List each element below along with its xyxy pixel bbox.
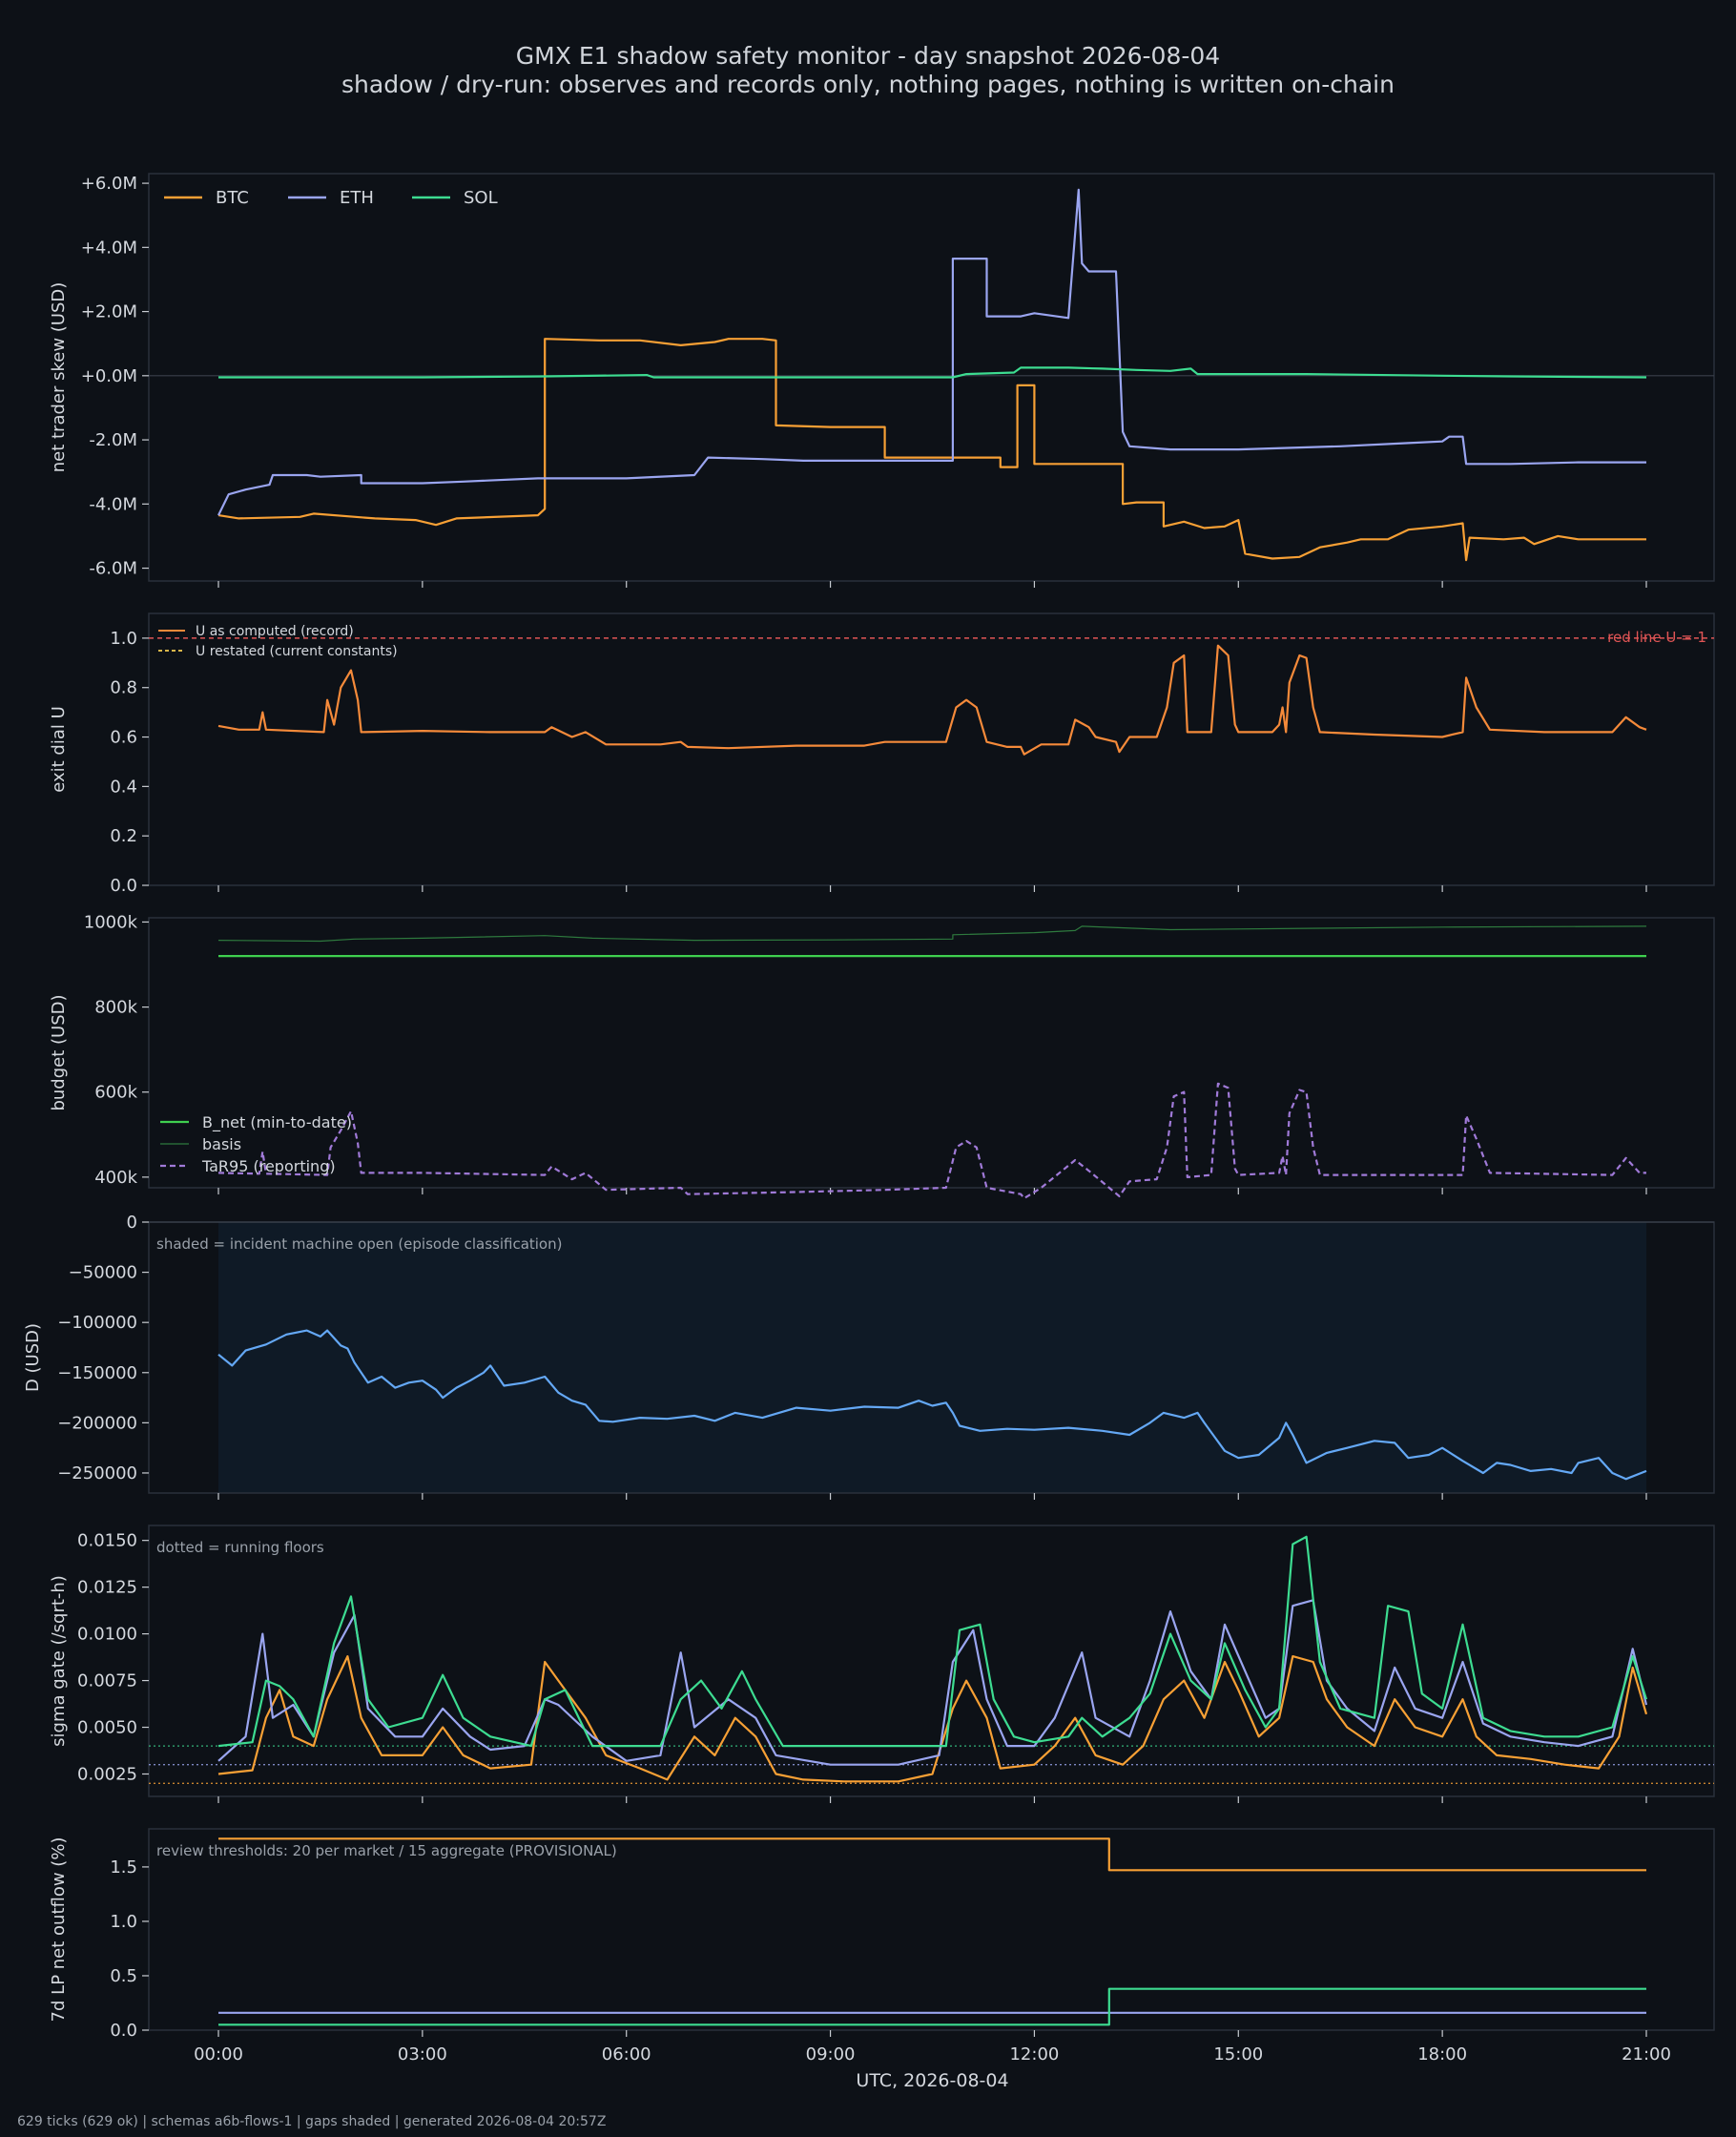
y-axis-label: exit dial U bbox=[49, 706, 69, 793]
y-tick-label: -4.0M bbox=[89, 494, 137, 514]
legend-label: basis bbox=[202, 1135, 241, 1153]
status-footer: 629 ticks (629 ok) | schemas a6b-flows-1… bbox=[17, 2114, 607, 2129]
x-axis-label: UTC, 2026-08-04 bbox=[856, 2070, 1008, 2091]
series-d bbox=[217, 1329, 1647, 1481]
panel-4: 0 −50000 −100000 −150000 −200000 −250000 D (US… bbox=[23, 1213, 1715, 1500]
y-tick-label: 0.6 bbox=[110, 728, 137, 748]
page-title: GMX E1 shadow safety monitor - day snaps… bbox=[515, 42, 1221, 70]
y-tick-label: 0 bbox=[127, 1213, 137, 1233]
y-tick-label: 0.8 bbox=[110, 678, 137, 698]
panel-5: 0.0025 0.0050 0.0075 0.0100 0.0125 0.0150 sigm… bbox=[49, 1525, 1715, 1803]
x-tick-label: 12:00 bbox=[1009, 2044, 1059, 2064]
legend-label: B_net (min-to-date) bbox=[202, 1113, 352, 1132]
panel-1: +6.0M +4.0M +2.0M +0.0M -2.0M -4.0M -6.0M net t… bbox=[49, 173, 1715, 588]
y-tick-label: −100000 bbox=[57, 1313, 137, 1333]
legend-label: U as computed (record) bbox=[196, 624, 354, 639]
y-tick-label: 0.0100 bbox=[77, 1625, 137, 1645]
legend: BTC ETH SOL bbox=[164, 188, 498, 208]
series-tar95-reporting bbox=[217, 1082, 1646, 1200]
panel-3: 400k 600k 800k 1000k budget (USD) B_net (min-… bbox=[49, 912, 1715, 1200]
y-tick-label: −250000 bbox=[57, 1463, 137, 1483]
series-sol bbox=[218, 1987, 1646, 2026]
panel-annotation: shaded = incident machine open (episode … bbox=[156, 1235, 562, 1253]
x-tick-label: 15:00 bbox=[1213, 2044, 1263, 2064]
legend-label: BTC bbox=[216, 188, 249, 208]
y-axis-label: sigma gate (/sqrt-h) bbox=[49, 1575, 69, 1747]
y-tick-label: −200000 bbox=[57, 1413, 137, 1433]
panel-frame bbox=[148, 917, 1715, 1189]
x-tick-label: 06:00 bbox=[602, 2044, 651, 2064]
y-tick-label: 0.0 bbox=[110, 2021, 137, 2041]
y-axis-label: D (USD) bbox=[23, 1323, 43, 1392]
series-btc bbox=[217, 1654, 1648, 1783]
y-tick-label: 1.5 bbox=[110, 1857, 137, 1878]
series-sol bbox=[217, 1535, 1648, 1748]
y-tick-label: +4.0M bbox=[81, 238, 137, 258]
y-tick-label: 1.0 bbox=[110, 629, 137, 649]
series-u-as-computed-record bbox=[217, 644, 1647, 756]
panel-6: 0.0 0.5 1.0 1.5 00:00 03:00 06:00 09:00 12:00 15:… bbox=[49, 1828, 1715, 2091]
x-tick-label: 00:00 bbox=[194, 2044, 243, 2064]
y-tick-label: -2.0M bbox=[89, 430, 137, 450]
legend: B_net (min-to-date) basis TaR95 (reporting… bbox=[160, 1113, 352, 1175]
x-tick-label: 09:00 bbox=[806, 2044, 856, 2064]
legend-label: SOL bbox=[464, 188, 498, 208]
y-tick-label: 0.0075 bbox=[77, 1671, 137, 1691]
panel-annotation: review thresholds: 20 per market / 15 ag… bbox=[156, 1842, 617, 1859]
y-tick-label: 800k bbox=[94, 998, 137, 1018]
x-tick-label: 18:00 bbox=[1417, 2044, 1467, 2064]
y-tick-label: −150000 bbox=[57, 1363, 137, 1383]
panel-2: 0.0 0.2 0.4 0.6 0.8 1.0 exit dial U red line U … bbox=[49, 612, 1715, 896]
panel-frame bbox=[148, 612, 1715, 886]
y-tick-label: +0.0M bbox=[81, 366, 137, 386]
y-tick-label: 600k bbox=[94, 1083, 137, 1103]
series-eth bbox=[217, 188, 1646, 516]
y-tick-label: 1000k bbox=[84, 912, 138, 932]
panel-frame bbox=[148, 173, 1715, 582]
legend: U as computed (record) U restated (curren… bbox=[158, 624, 398, 659]
legend-label: ETH bbox=[340, 188, 374, 208]
y-axis-label: 7d LP net outflow (%) bbox=[49, 1837, 69, 2023]
y-tick-label: 400k bbox=[94, 1168, 137, 1188]
page-subtitle: shadow / dry-run: observes and records o… bbox=[341, 71, 1395, 98]
panel-annotation: dotted = running floors bbox=[156, 1539, 324, 1556]
y-tick-label: −50000 bbox=[69, 1263, 137, 1283]
y-tick-label: 0.0025 bbox=[77, 1764, 137, 1784]
y-tick-label: 0.2 bbox=[110, 826, 137, 846]
legend-label: TaR95 (reporting) bbox=[201, 1157, 336, 1175]
legend-label: U restated (current constants) bbox=[196, 644, 398, 659]
y-tick-label: 0.0050 bbox=[77, 1718, 137, 1738]
y-axis-label: net trader skew (USD) bbox=[49, 282, 69, 473]
y-tick-label: +6.0M bbox=[81, 174, 137, 194]
y-tick-label: 0.4 bbox=[110, 777, 137, 797]
y-tick-label: 0.0 bbox=[110, 876, 137, 896]
y-axis-label: budget (USD) bbox=[49, 994, 69, 1110]
red-line-label: red line U = 1 bbox=[1607, 629, 1706, 646]
x-tick-label: 03:00 bbox=[398, 2044, 447, 2064]
x-tick-label: 21:00 bbox=[1622, 2044, 1671, 2064]
y-tick-label: 1.0 bbox=[110, 1912, 137, 1932]
y-tick-label: 0.5 bbox=[110, 1966, 137, 1986]
y-tick-label: -6.0M bbox=[89, 559, 137, 579]
series-basis bbox=[217, 925, 1647, 943]
series-sol bbox=[218, 366, 1647, 379]
series-btc bbox=[217, 338, 1646, 562]
y-tick-label: +2.0M bbox=[81, 302, 137, 322]
series-btc bbox=[218, 1837, 1646, 1872]
y-tick-label: 0.0150 bbox=[77, 1531, 137, 1551]
y-tick-label: 0.0125 bbox=[77, 1578, 137, 1598]
series-eth bbox=[217, 1599, 1648, 1766]
shaded-incident-region bbox=[218, 1222, 1646, 1493]
panel-frame bbox=[148, 1828, 1715, 2031]
panel-frame bbox=[148, 1525, 1715, 1797]
